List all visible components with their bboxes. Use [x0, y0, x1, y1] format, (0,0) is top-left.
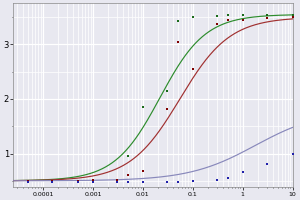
Point — [240, 13, 245, 17]
Point — [76, 179, 80, 182]
Point — [190, 16, 195, 19]
Point — [264, 17, 269, 20]
Point — [50, 180, 54, 184]
Point — [225, 14, 230, 17]
Point — [190, 179, 195, 182]
Point — [225, 19, 230, 22]
Point — [91, 178, 95, 181]
Point — [26, 179, 30, 182]
Point — [26, 180, 30, 184]
Point — [76, 179, 80, 182]
Point — [164, 89, 169, 92]
Point — [114, 180, 119, 184]
Point — [91, 178, 95, 181]
Point — [264, 13, 269, 17]
Point — [214, 14, 219, 18]
Point — [240, 18, 245, 21]
Point — [140, 106, 145, 109]
Point — [290, 16, 295, 19]
Point — [176, 180, 180, 184]
Point — [190, 67, 195, 71]
Point — [140, 180, 145, 184]
Point — [125, 154, 130, 157]
Point — [176, 40, 180, 43]
Point — [26, 179, 30, 182]
Point — [50, 179, 54, 182]
Point — [176, 20, 180, 23]
Point — [164, 180, 169, 184]
Point — [50, 179, 54, 182]
Point — [290, 152, 295, 155]
Point — [140, 169, 145, 173]
Point — [91, 180, 95, 184]
Point — [264, 163, 269, 166]
Point — [164, 107, 169, 110]
Point — [214, 22, 219, 25]
Point — [125, 180, 130, 184]
Point — [76, 180, 80, 184]
Point — [290, 13, 295, 17]
Point — [114, 178, 119, 181]
Point — [214, 178, 219, 181]
Point — [114, 179, 119, 182]
Point — [225, 176, 230, 179]
Point — [240, 170, 245, 174]
Point — [125, 174, 130, 177]
